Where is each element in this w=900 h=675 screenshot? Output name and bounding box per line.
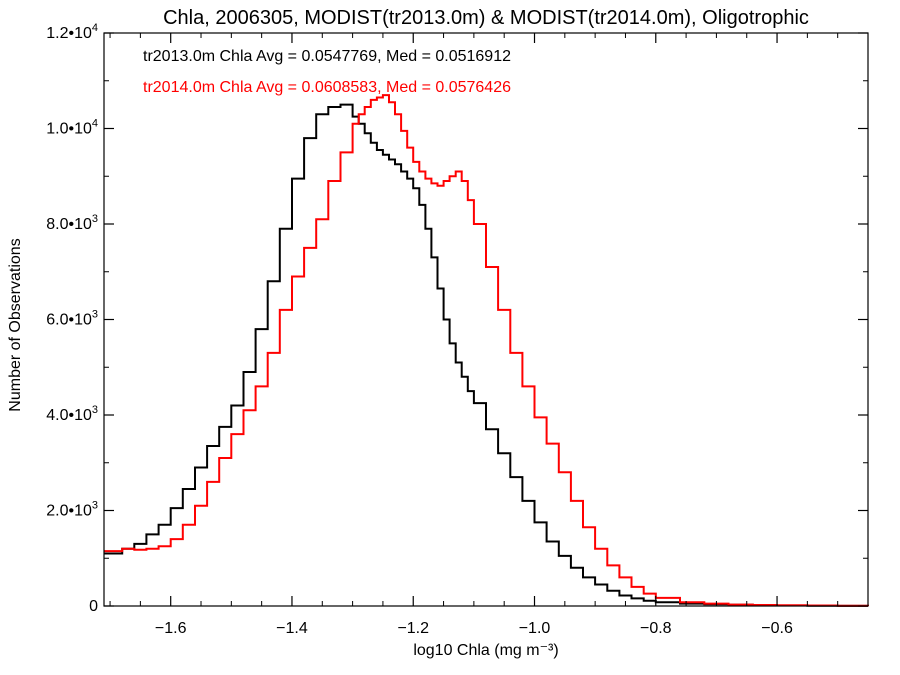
series-1-line xyxy=(104,103,869,607)
x-tick-label: −1.6 xyxy=(155,620,187,637)
series-2-line xyxy=(104,94,869,607)
annotation-series-2: tr2014.0m Chla Avg = 0.0608583, Med = 0.… xyxy=(143,79,511,96)
x-axis-label: log10 Chla (mg m⁻³) xyxy=(413,642,558,659)
y-tick-label: 1.2•104 xyxy=(46,22,98,42)
x-tick-label: −0.6 xyxy=(761,620,793,637)
y-tick-label: 2.0•103 xyxy=(46,500,98,520)
x-tick-label: −1.2 xyxy=(397,620,429,637)
y-tick-label: 8.0•103 xyxy=(46,213,98,233)
y-tick-label: 1.0•104 xyxy=(46,118,98,138)
plot-frame xyxy=(103,32,869,607)
axes: −1.6 −1.4 −1.2 −1.0 −0.8 −0.6 0 2.0•103 4.0•103 6… xyxy=(46,22,869,637)
y-tick-label: 4.0•103 xyxy=(46,404,98,424)
y-tick-label: 0 xyxy=(89,598,98,615)
y-tick-label: 6.0•103 xyxy=(46,309,98,329)
y-axis-label: Number of Observations xyxy=(7,238,24,411)
x-tick-label: −1.4 xyxy=(276,620,308,637)
x-tick-label: −0.8 xyxy=(640,620,672,637)
series-layer xyxy=(104,94,869,607)
x-tick-label: −1.0 xyxy=(519,620,551,637)
annotation-series-1: tr2013.0m Chla Avg = 0.0547769, Med = 0.… xyxy=(143,48,511,65)
chart-title: Chla, 2006305, MODIST(tr2013.0m) & MODIS… xyxy=(163,7,809,29)
